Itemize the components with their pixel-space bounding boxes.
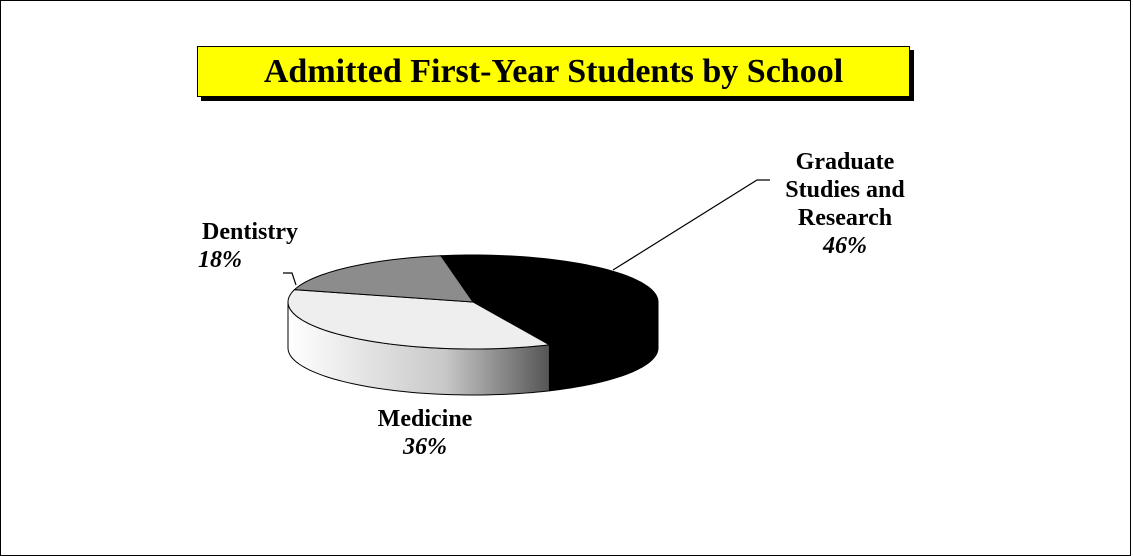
category-label: Graduate Studies and Research <box>785 149 905 231</box>
value-label: 18% <box>198 247 242 273</box>
value-label: 36% <box>403 434 447 460</box>
slice <box>293 255 475 303</box>
chart-title: Admitted First-Year Students by School <box>197 46 910 97</box>
category-label: Dentistry <box>202 219 298 245</box>
slice-label: Dentistry 18% <box>170 218 330 274</box>
slice-label: Medicine 36% <box>345 405 505 461</box>
slice <box>287 289 552 350</box>
leader-line <box>283 272 297 286</box>
leader-line <box>612 179 770 271</box>
slice <box>439 254 659 346</box>
slice-label: Graduate Studies and Research 46% <box>745 148 945 260</box>
value-label: 46% <box>823 233 867 259</box>
category-label: Medicine <box>377 406 473 432</box>
